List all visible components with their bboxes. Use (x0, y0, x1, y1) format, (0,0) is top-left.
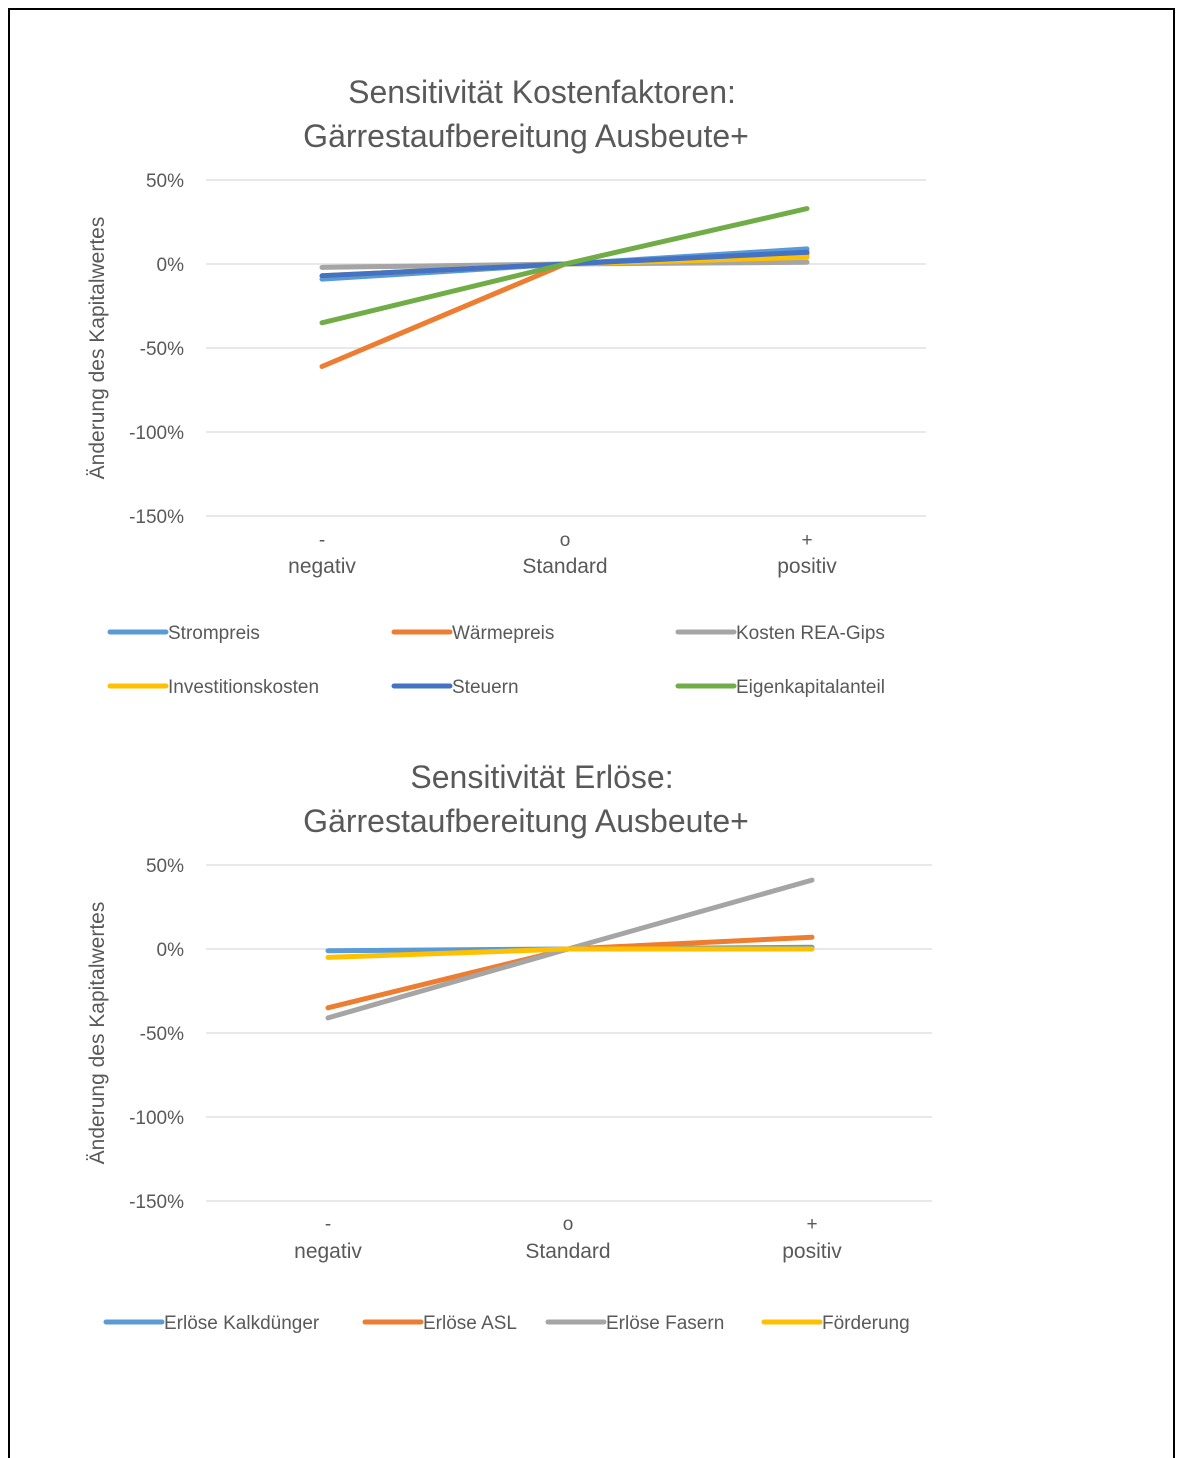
legend-label: Steuern (452, 677, 519, 698)
legend-label: Förderung (822, 1313, 910, 1334)
legend-label: Erlöse ASL (423, 1313, 517, 1334)
legend-label: Eigenkapitalanteil (736, 677, 885, 698)
chart-title-line2: Gärrestaufbereitung Ausbeute+ (303, 118, 749, 154)
legend-label: Strompreis (168, 623, 260, 644)
y-tick-label: -150% (129, 1192, 184, 1213)
y-tick-label: -100% (129, 423, 184, 444)
y-tick-label: -50% (140, 339, 184, 360)
chart-title-line1: Sensitivität Erlöse: (410, 759, 673, 795)
x-category-symbol: - (325, 1214, 331, 1235)
page-frame (8, 8, 1175, 1458)
y-tick-label: -100% (129, 1108, 184, 1129)
legend-label: Erlöse Kalkdünger (164, 1313, 320, 1334)
x-category-label: Standard (525, 1240, 610, 1263)
y-axis-label: Änderung des Kapitalwertes (86, 902, 109, 1165)
x-category-symbol: o (560, 530, 571, 551)
legend-label: Wärmepreis (452, 623, 554, 644)
y-tick-label: -50% (140, 1024, 184, 1045)
x-category-label: positiv (777, 555, 837, 578)
y-tick-label: 0% (157, 255, 185, 276)
x-category-symbol: + (801, 530, 812, 551)
chart-title-line2: Gärrestaufbereitung Ausbeute+ (303, 803, 749, 839)
x-category-label: negativ (294, 1240, 362, 1263)
y-tick-label: -150% (129, 507, 184, 528)
legend-label: Kosten REA-Gips (736, 623, 885, 644)
legend-label: Investitionskosten (168, 677, 319, 698)
x-category-symbol: + (806, 1214, 817, 1235)
y-tick-label: 50% (146, 171, 184, 192)
x-category-symbol: - (319, 530, 325, 551)
y-tick-label: 0% (157, 940, 185, 961)
x-category-symbol: o (563, 1214, 574, 1235)
series-line-eigenkapitalanteil (319, 206, 810, 326)
x-category-label: positiv (782, 1240, 842, 1263)
y-axis-label: Änderung des Kapitalwertes (86, 217, 109, 480)
legend-label: Erlöse Fasern (606, 1313, 724, 1334)
x-category-label: Standard (522, 555, 607, 578)
series-line-f-rderung (325, 946, 815, 960)
x-category-label: negativ (288, 555, 356, 578)
chart-title-line1: Sensitivität Kostenfaktoren: (348, 74, 736, 110)
y-tick-label: 50% (146, 856, 184, 877)
